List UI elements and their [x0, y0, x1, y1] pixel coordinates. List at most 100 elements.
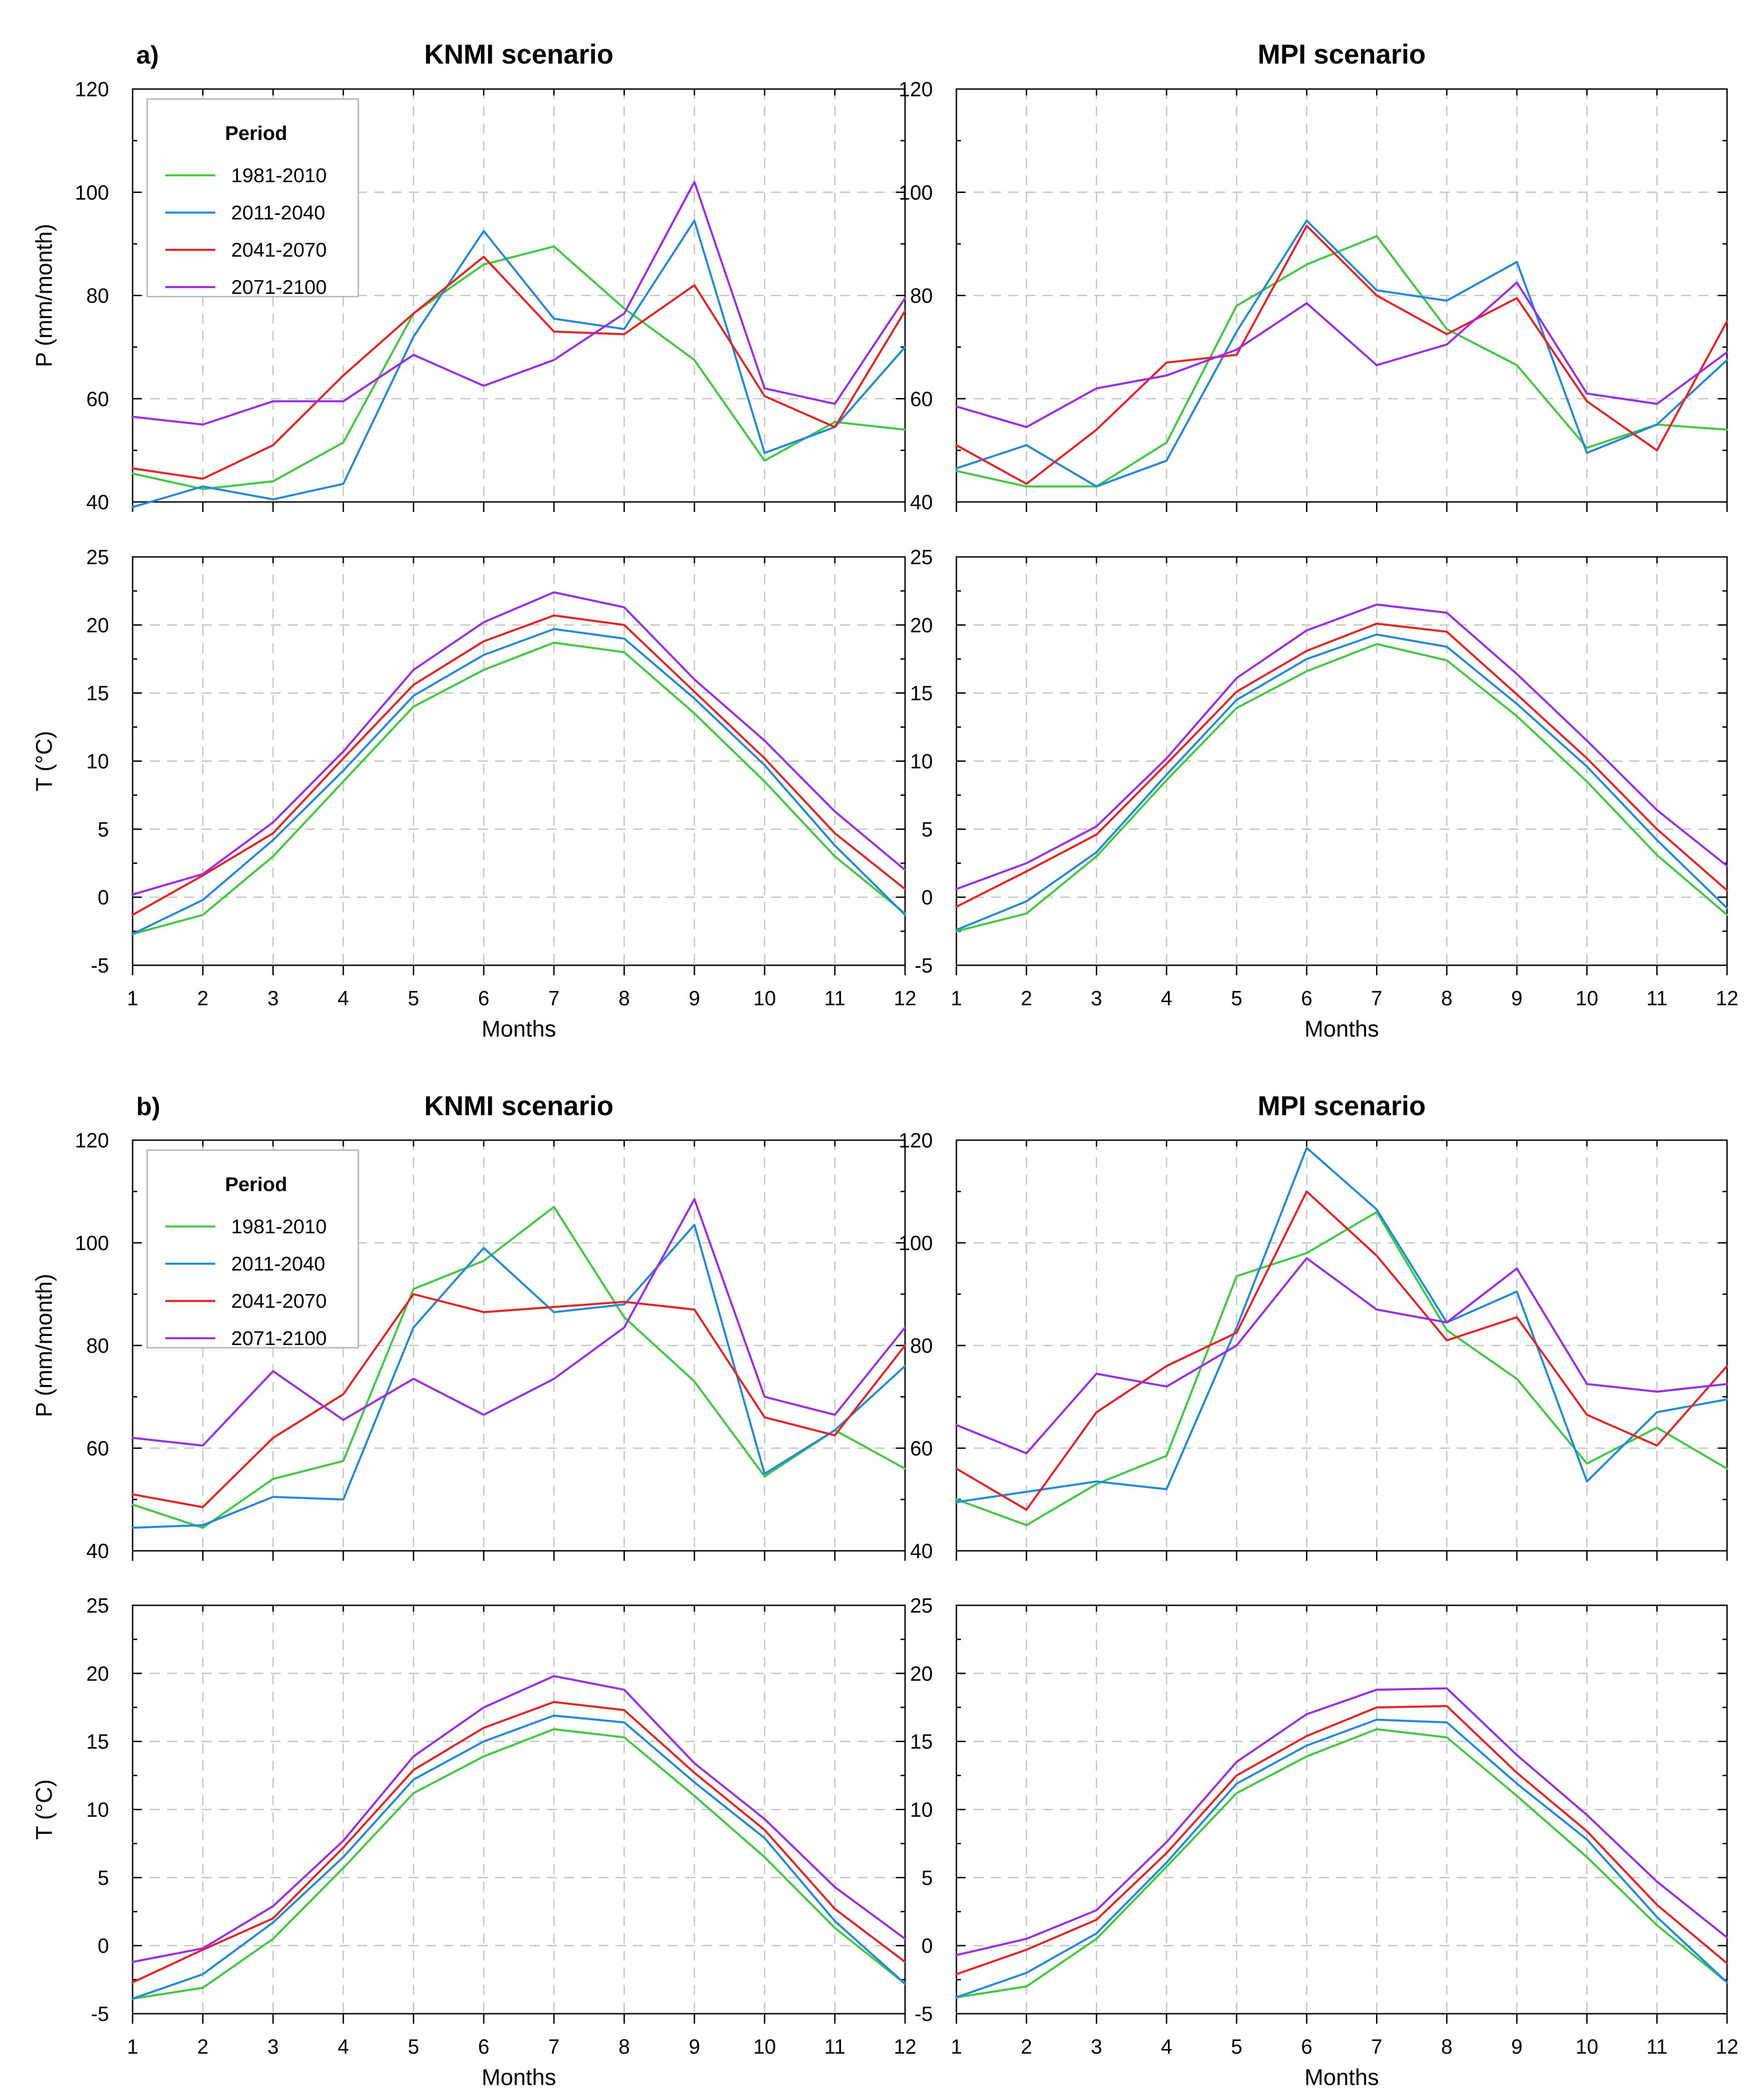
data-point	[131, 1961, 134, 1963]
data-point	[1376, 603, 1378, 606]
data-point	[955, 467, 958, 470]
series-points-2011-2040	[131, 1224, 906, 1529]
data-point	[412, 313, 415, 315]
data-point	[693, 1762, 696, 1764]
data-point	[1726, 1962, 1728, 1965]
x-tick-label: 9	[689, 2035, 700, 2058]
data-point	[1586, 1830, 1588, 1832]
data-point	[1726, 865, 1728, 867]
legend-entry-label: 2011-2040	[231, 1253, 325, 1275]
series-points-2011-2040	[955, 1718, 1728, 1999]
data-point	[1095, 387, 1098, 390]
data-point	[955, 1468, 958, 1470]
data-point	[1586, 1383, 1588, 1385]
data-point	[623, 1316, 625, 1319]
y-tick-label: 15	[910, 1730, 933, 1753]
data-point	[131, 1493, 134, 1495]
data-point	[1445, 333, 1448, 335]
data-point	[1095, 1372, 1098, 1375]
data-point	[1165, 1488, 1168, 1490]
data-point	[202, 488, 204, 490]
series-line-2011-2040	[131, 1224, 906, 1529]
data-point	[1656, 1881, 1658, 1883]
data-point	[1376, 643, 1378, 645]
y-tick-label: 20	[910, 1662, 933, 1685]
data-point	[553, 1728, 555, 1730]
y-tick-label: 10	[910, 750, 933, 773]
data-point	[834, 844, 836, 847]
data-point	[1165, 1841, 1168, 1843]
data-point	[131, 416, 134, 418]
y-tick-label: 20	[86, 614, 109, 637]
y-tick-label: 120	[899, 1129, 933, 1152]
x-tick-label: 6	[1301, 2035, 1312, 2058]
data-point	[1726, 320, 1728, 323]
x-tick-label: 8	[619, 987, 630, 1010]
data-point	[763, 1395, 766, 1398]
data-point	[412, 705, 415, 708]
series-points-1981-2010	[955, 643, 1728, 933]
data-point	[272, 832, 274, 834]
data-point	[482, 1727, 485, 1729]
data-point	[272, 1370, 274, 1372]
series-line-1981-2010	[955, 1211, 1728, 1526]
y-tick-label: 80	[86, 1334, 109, 1357]
y-tick-label: 5	[921, 1866, 933, 1889]
data-point	[342, 1498, 345, 1501]
data-point	[1726, 351, 1728, 353]
data-point	[1586, 1462, 1588, 1465]
x-tick-label: 1	[127, 2035, 138, 2058]
data-point	[1025, 1490, 1028, 1493]
data-point	[272, 480, 274, 482]
data-point	[1025, 444, 1028, 447]
data-point	[1306, 1252, 1308, 1254]
x-tick-label: 11	[824, 987, 846, 1010]
data-point	[1515, 1291, 1518, 1293]
x-tick-label: 7	[548, 2035, 559, 2058]
y-tick-label: 40	[910, 1539, 933, 1563]
data-point	[342, 757, 345, 760]
data-point	[131, 913, 134, 916]
legend-entry-label: 2011-2040	[231, 202, 325, 224]
data-point	[202, 1986, 204, 1989]
series-points-2041-2070	[131, 256, 906, 480]
data-point	[553, 1306, 555, 1308]
data-point	[1445, 299, 1448, 302]
data-point	[1376, 1688, 1378, 1691]
data-point	[763, 757, 766, 760]
data-point	[131, 1504, 134, 1506]
x-axis-label: Months	[482, 1016, 556, 1042]
data-point	[1306, 1147, 1308, 1149]
x-tick-label: 4	[1161, 987, 1172, 1010]
data-point	[1376, 1728, 1378, 1730]
data-point	[272, 1437, 274, 1439]
series-line-2071-2100	[955, 603, 1728, 890]
data-point	[553, 614, 555, 617]
data-point	[1656, 449, 1658, 452]
x-tick-label: 8	[619, 2035, 630, 2058]
series-points-2041-2070	[131, 1701, 906, 1984]
series-line-2041-2070	[131, 614, 906, 916]
data-point	[1656, 839, 1658, 841]
data-point	[272, 498, 274, 501]
panel-title: MPI scenario	[1257, 39, 1425, 70]
data-point	[1025, 912, 1028, 915]
y-tick-label: 10	[86, 1798, 109, 1822]
series-line-2071-2100	[131, 1675, 906, 1963]
y-tick-label: 5	[921, 818, 933, 841]
data-point	[834, 855, 836, 858]
data-point	[1376, 622, 1378, 625]
data-point	[1306, 658, 1308, 660]
series-line-2071-2100	[131, 591, 906, 896]
legend-box	[146, 1149, 359, 1349]
data-point	[1165, 763, 1168, 765]
x-tick-label: 8	[1441, 2035, 1452, 2058]
series-points-2011-2040	[131, 1714, 906, 2000]
data-point	[904, 1365, 906, 1367]
series-line-1981-2010	[131, 1206, 906, 1529]
series-points-2071-2100	[131, 1675, 906, 1963]
data-point	[1515, 1795, 1518, 1797]
data-point	[1306, 1257, 1308, 1260]
x-tick-label: 4	[1161, 2035, 1172, 2058]
data-point	[482, 256, 485, 258]
